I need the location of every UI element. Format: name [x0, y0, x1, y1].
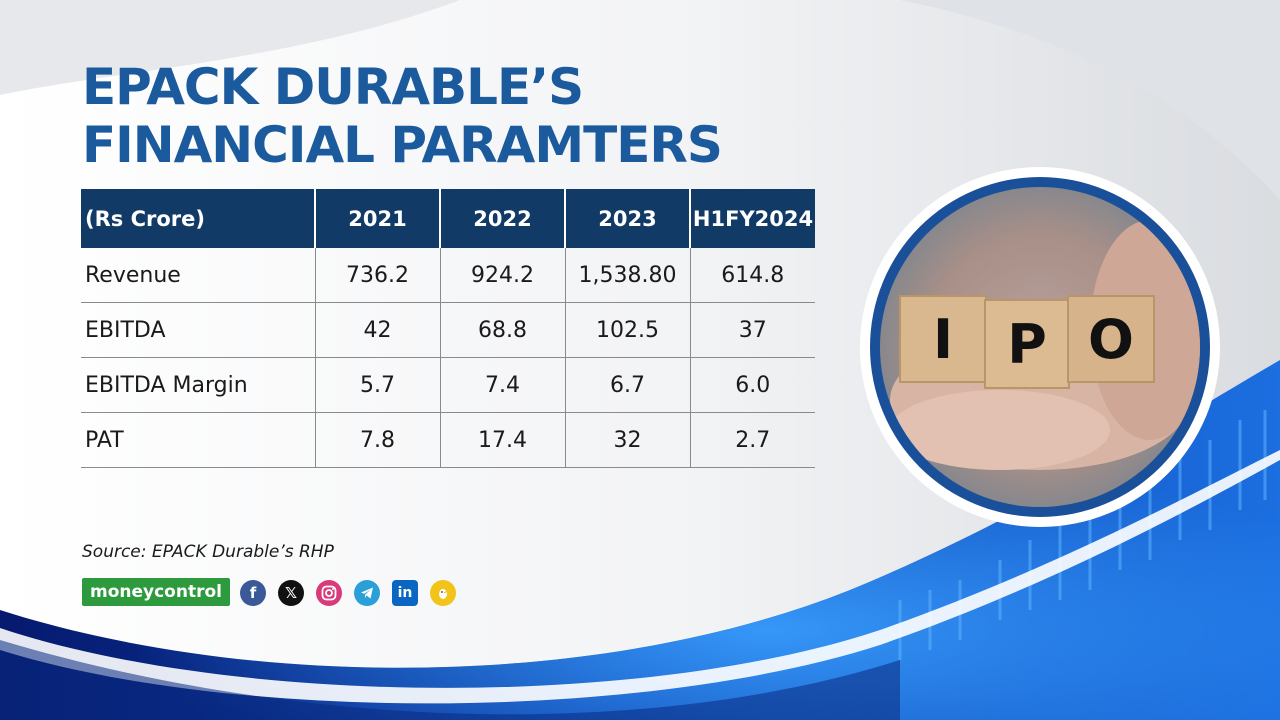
table-cell: 7.4: [439, 357, 565, 413]
header-2023: 2023: [564, 189, 690, 248]
ipo-blocks: I P O: [900, 296, 1156, 388]
linkedin-icon[interactable]: in: [392, 580, 418, 606]
page-title: EPACK DURABLE’S FINANCIAL PARAMTERS: [82, 58, 723, 174]
block-letter-i: I: [932, 307, 954, 371]
table-cell: 37: [689, 302, 815, 358]
logo-part-money: money: [90, 582, 155, 602]
table-cell: 6.0: [689, 357, 815, 413]
table-cell: 17.4: [439, 412, 565, 468]
row-label: Revenue: [81, 248, 315, 303]
table-cell: 924.2: [439, 248, 565, 303]
facebook-icon[interactable]: f: [240, 580, 266, 606]
table-row: Revenue 736.2 924.2 1,538.80 614.8: [81, 248, 815, 303]
title-line-1: EPACK DURABLE’S: [82, 58, 584, 116]
table-row: EBITDA 42 68.8 102.5 37: [81, 302, 815, 358]
row-label: EBITDA Margin: [81, 357, 315, 413]
source-note: Source: EPACK Durable’s RHP: [82, 542, 334, 562]
table-cell: 42: [314, 302, 440, 358]
instagram-icon[interactable]: [316, 580, 342, 606]
table-cell: 736.2: [314, 248, 440, 303]
table-cell: 2.7: [689, 412, 815, 468]
moneycontrol-logo[interactable]: money control: [82, 578, 230, 606]
row-label: EBITDA: [81, 302, 315, 358]
x-icon[interactable]: 𝕏: [278, 580, 304, 606]
table-row: PAT 7.8 17.4 32 2.7: [81, 412, 815, 468]
telegram-icon[interactable]: [354, 580, 380, 606]
block-letter-o: O: [1088, 307, 1134, 371]
financial-table: (Rs Crore) 2021 2022 2023 H1FY2024 Reven…: [81, 189, 815, 468]
table-cell: 68.8: [439, 302, 565, 358]
header-h1fy2024: H1FY2024: [689, 189, 815, 248]
table-cell: 1,538.80: [564, 248, 690, 303]
table-cell: 614.8: [689, 248, 815, 303]
table-cell: 6.7: [564, 357, 690, 413]
table-cell: 102.5: [564, 302, 690, 358]
logo-part-control: control: [154, 582, 222, 602]
table-header-row: (Rs Crore) 2021 2022 2023 H1FY2024: [81, 189, 815, 248]
header-2021: 2021: [314, 189, 440, 248]
table-cell: 7.8: [314, 412, 440, 468]
table-cell: 32: [564, 412, 690, 468]
title-line-2: FINANCIAL PARAMTERS: [82, 116, 723, 174]
row-label: PAT: [81, 412, 315, 468]
header-2022: 2022: [439, 189, 565, 248]
block-letter-p: P: [1007, 312, 1047, 376]
koo-icon[interactable]: [430, 580, 456, 606]
header-unit: (Rs Crore): [81, 189, 315, 248]
table-cell: 5.7: [314, 357, 440, 413]
table-row: EBITDA Margin 5.7 7.4 6.7 6.0: [81, 357, 815, 413]
